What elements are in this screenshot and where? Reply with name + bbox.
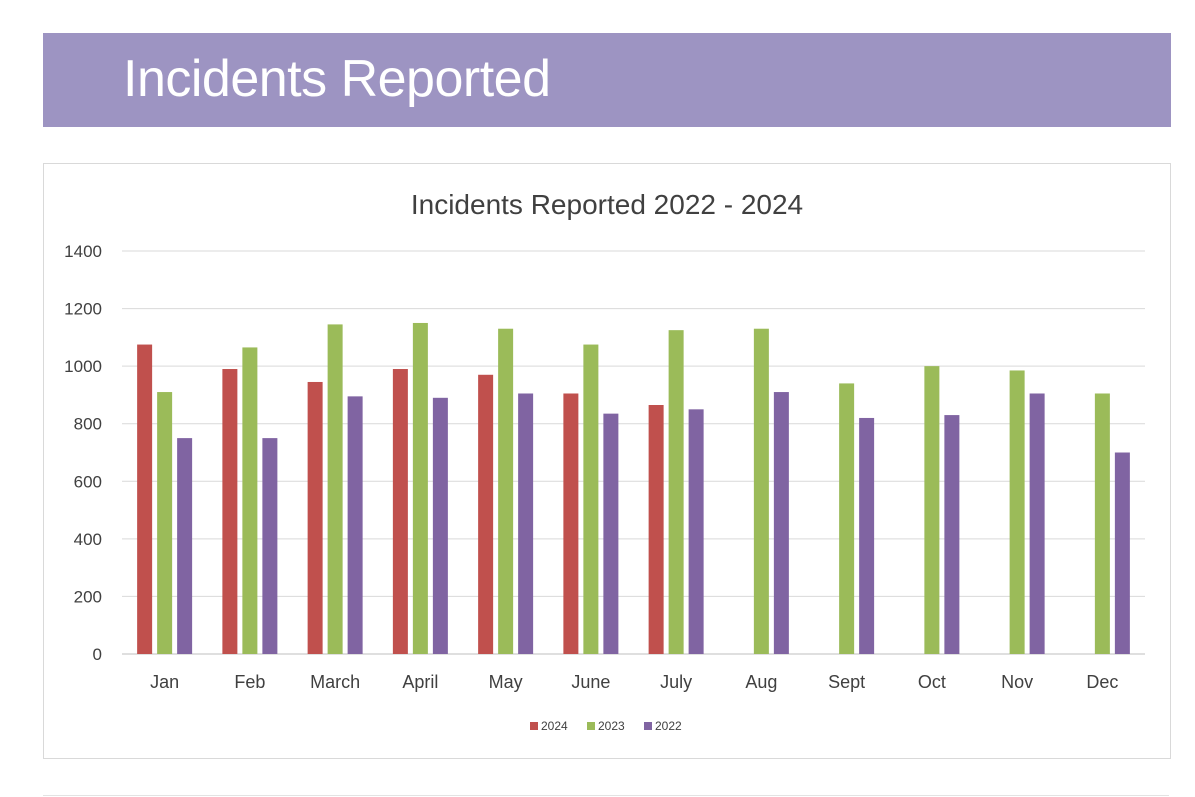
page-title: Incidents Reported (123, 50, 551, 108)
x-tick-label: Sept (828, 672, 865, 692)
bar-2022-feb (262, 438, 278, 654)
bar-2023-dec (1094, 393, 1110, 654)
bar-chart: 0 200 400 600 800 1000 1200 1400 Jan Feb March Apr… (64, 189, 1145, 733)
bar-2024-june (563, 393, 579, 654)
bar-2022-sept (859, 417, 875, 654)
bars (137, 322, 1130, 654)
y-axis-tick-labels: 0 200 400 600 800 1000 1200 1400 (64, 242, 102, 664)
legend-swatch (644, 722, 652, 730)
bar-2024-july (648, 405, 664, 654)
x-tick-label: June (571, 672, 610, 692)
header-banner: Incidents Reported (43, 33, 1171, 127)
legend-swatch (530, 722, 538, 730)
gridlines (122, 250, 1145, 655)
chart-title: Incidents Reported 2022 - 2024 (411, 189, 803, 220)
bar-2023-march (327, 324, 343, 654)
x-tick-label: Nov (1001, 672, 1033, 692)
legend-swatch (587, 722, 595, 730)
bar-2023-nov (1009, 370, 1025, 654)
x-tick-label: Dec (1086, 672, 1118, 692)
bar-2024-may (478, 374, 494, 654)
bar-2023-feb (242, 347, 258, 654)
divider (43, 795, 1169, 796)
bar-2022-july (688, 409, 704, 654)
legend-label: 2022 (655, 719, 682, 733)
bar-2023-april (412, 322, 428, 654)
legend-label: 2023 (598, 719, 625, 733)
legend-label: 2024 (541, 719, 568, 733)
x-tick-label: Jan (150, 672, 179, 692)
y-tick-label: 600 (74, 472, 102, 491)
bar-2022-aug (773, 392, 789, 654)
y-tick-label: 200 (74, 587, 102, 606)
chart-area: 0 200 400 600 800 1000 1200 1400 Jan Feb March Apr… (43, 163, 1171, 759)
y-tick-label: 1200 (64, 300, 102, 319)
bar-2024-feb (222, 369, 238, 654)
bar-2022-march (347, 396, 363, 654)
legend: 2024 2023 2022 (530, 719, 682, 733)
bar-2022-may (518, 393, 534, 654)
y-tick-label: 1400 (64, 242, 102, 261)
x-tick-label: May (489, 672, 523, 692)
bar-2023-may (498, 328, 514, 654)
bar-2024-april (392, 369, 408, 654)
bar-2022-jan (177, 438, 193, 654)
bar-2023-july (668, 330, 684, 654)
y-tick-label: 800 (74, 415, 102, 434)
y-tick-label: 1000 (64, 357, 102, 376)
bar-2023-oct (924, 366, 940, 654)
y-tick-label: 400 (74, 530, 102, 549)
x-tick-label: March (310, 672, 360, 692)
bar-2023-aug (753, 328, 769, 654)
bar-2022-june (603, 413, 619, 654)
bar-2024-march (307, 381, 323, 654)
x-tick-label: Aug (745, 672, 777, 692)
bar-2022-april (432, 397, 448, 654)
x-tick-label: April (402, 672, 438, 692)
bar-2023-sept (839, 383, 855, 654)
bar-2022-nov (1029, 393, 1045, 654)
x-tick-label: Feb (234, 672, 265, 692)
bar-2022-oct (944, 415, 960, 654)
x-tick-label: Oct (918, 672, 946, 692)
x-axis-tick-labels: Jan Feb March April May June July Aug Sept Oct Nov… (150, 672, 1118, 692)
bar-2024-jan (137, 344, 153, 654)
y-tick-label: 0 (93, 645, 102, 664)
bar-2023-jan (157, 392, 173, 654)
bar-2022-dec (1114, 452, 1130, 654)
x-tick-label: July (660, 672, 692, 692)
bar-2023-june (583, 344, 599, 654)
